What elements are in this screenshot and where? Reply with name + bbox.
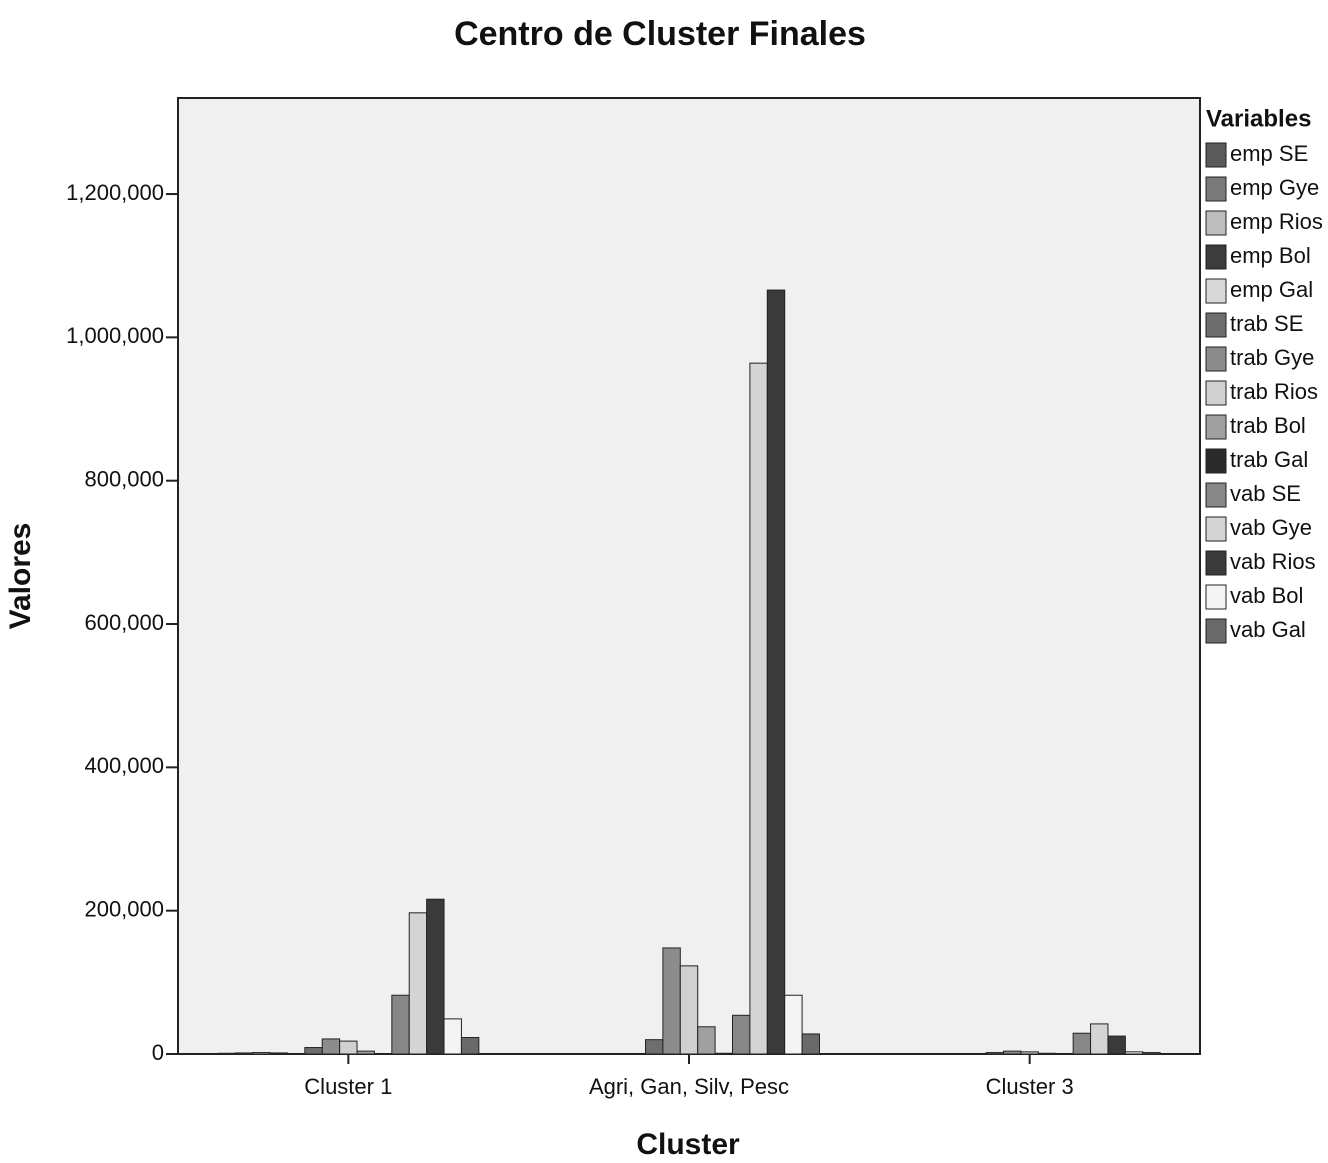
bar — [321, 1038, 341, 1055]
bar — [217, 1052, 236, 1055]
y-tick-label: 200,000 — [84, 896, 164, 921]
bar — [1124, 1051, 1144, 1055]
legend-label: trab Rios — [1230, 379, 1318, 404]
legend-swatch — [1205, 516, 1227, 542]
bar — [356, 1050, 375, 1055]
bar — [443, 1018, 462, 1055]
bar — [784, 994, 803, 1055]
legend-swatch — [1205, 176, 1227, 202]
bar — [391, 994, 410, 1055]
bar — [269, 1052, 288, 1055]
legend-label: trab Gye — [1230, 345, 1314, 370]
legend-swatch — [1205, 346, 1227, 372]
legend-swatch — [1205, 312, 1227, 338]
x-tick-label: Agri, Gan, Silv, Pesc — [589, 1074, 789, 1099]
bar — [252, 1052, 271, 1055]
legend-label: emp Gal — [1230, 277, 1313, 302]
y-tick-label: 0 — [152, 1040, 164, 1065]
legend-swatch — [1205, 482, 1227, 508]
y-axis-label: Valores — [4, 523, 37, 630]
legend-label: vab Rios — [1230, 549, 1316, 574]
bar — [1090, 1023, 1109, 1055]
bar — [426, 898, 445, 1055]
bar — [645, 1039, 664, 1055]
legend-label: vab Gye — [1230, 515, 1312, 540]
bar — [732, 1014, 751, 1055]
y-tick-label: 800,000 — [84, 466, 164, 491]
bar — [662, 947, 681, 1055]
bar — [985, 1052, 1005, 1055]
bar — [1107, 1035, 1126, 1055]
bar — [1020, 1051, 1039, 1055]
legend-swatch — [1205, 448, 1227, 474]
x-tick-label: Cluster 1 — [304, 1074, 392, 1099]
y-tick-label: 600,000 — [84, 610, 164, 635]
bar — [679, 965, 699, 1055]
legend-label: vab SE — [1230, 481, 1301, 506]
legend-title: Variables — [1206, 105, 1311, 132]
legend-label: emp Bol — [1230, 243, 1311, 268]
chart-title: Centro de Cluster Finales — [454, 15, 866, 53]
bar — [1072, 1032, 1092, 1055]
bar — [749, 362, 768, 1055]
legend-label: emp Gye — [1230, 175, 1319, 200]
plot-area — [177, 97, 1201, 1055]
legend-swatch — [1205, 584, 1227, 610]
legend-swatch — [1205, 210, 1227, 236]
bar — [408, 912, 428, 1055]
bar — [234, 1052, 254, 1055]
bar — [339, 1040, 358, 1055]
legend-swatch — [1205, 380, 1227, 406]
legend-swatch — [1205, 142, 1227, 168]
bar — [714, 1052, 733, 1055]
legend-label: vab Bol — [1230, 583, 1303, 608]
legend-label: trab SE — [1230, 311, 1303, 336]
legend-swatch — [1205, 550, 1227, 576]
x-axis-label: Cluster — [636, 1128, 740, 1161]
y-tick-label: 1,000,000 — [66, 323, 164, 348]
legend-swatch — [1205, 244, 1227, 270]
x-tick-label: Cluster 3 — [986, 1074, 1074, 1099]
legend-label: emp Rios — [1230, 209, 1323, 234]
bar — [1003, 1050, 1022, 1055]
bar — [766, 289, 786, 1055]
bar — [1037, 1052, 1057, 1055]
legend-label: trab Gal — [1230, 447, 1308, 472]
legend-label: vab Gal — [1230, 617, 1306, 642]
legend-swatch — [1205, 618, 1227, 644]
bar — [304, 1047, 323, 1055]
bar — [460, 1037, 480, 1055]
y-tick-label: 1,200,000 — [66, 180, 164, 205]
legend-label: emp SE — [1230, 141, 1308, 166]
bar — [1142, 1052, 1161, 1055]
legend-label: trab Bol — [1230, 413, 1306, 438]
bar — [697, 1026, 716, 1055]
legend-swatch — [1205, 278, 1227, 304]
y-tick-label: 400,000 — [84, 753, 164, 778]
bar — [801, 1033, 820, 1055]
legend-swatch — [1205, 414, 1227, 440]
